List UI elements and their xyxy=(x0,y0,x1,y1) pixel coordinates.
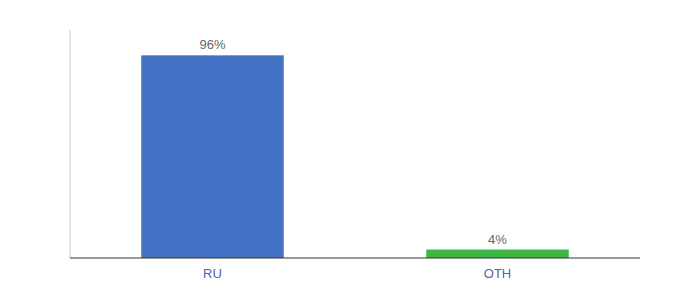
x-tick-label: OTH xyxy=(484,266,511,281)
bar xyxy=(141,55,284,258)
bars xyxy=(141,55,569,258)
x-tick-label: RU xyxy=(203,266,222,281)
bar xyxy=(426,250,569,258)
data-label: 96% xyxy=(199,37,225,52)
x-axis-line xyxy=(70,258,640,259)
data-label: 4% xyxy=(488,232,507,247)
y-axis-line xyxy=(70,30,71,258)
chart-container: 96% 4% RU OTH xyxy=(0,0,680,300)
chart-svg: 96% 4% RU OTH xyxy=(0,0,680,300)
